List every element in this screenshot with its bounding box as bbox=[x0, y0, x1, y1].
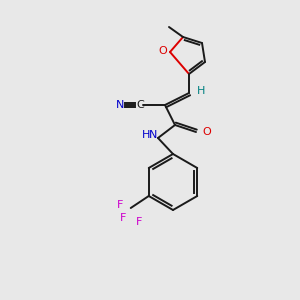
Text: O: O bbox=[202, 127, 211, 137]
Text: H: H bbox=[197, 86, 206, 96]
Text: H: H bbox=[142, 130, 150, 140]
Text: F: F bbox=[119, 213, 126, 223]
Text: C: C bbox=[136, 100, 144, 110]
Text: N: N bbox=[116, 100, 124, 110]
Text: F: F bbox=[136, 217, 142, 227]
Text: F: F bbox=[116, 200, 123, 210]
Text: N: N bbox=[148, 130, 157, 140]
Text: O: O bbox=[159, 46, 167, 56]
